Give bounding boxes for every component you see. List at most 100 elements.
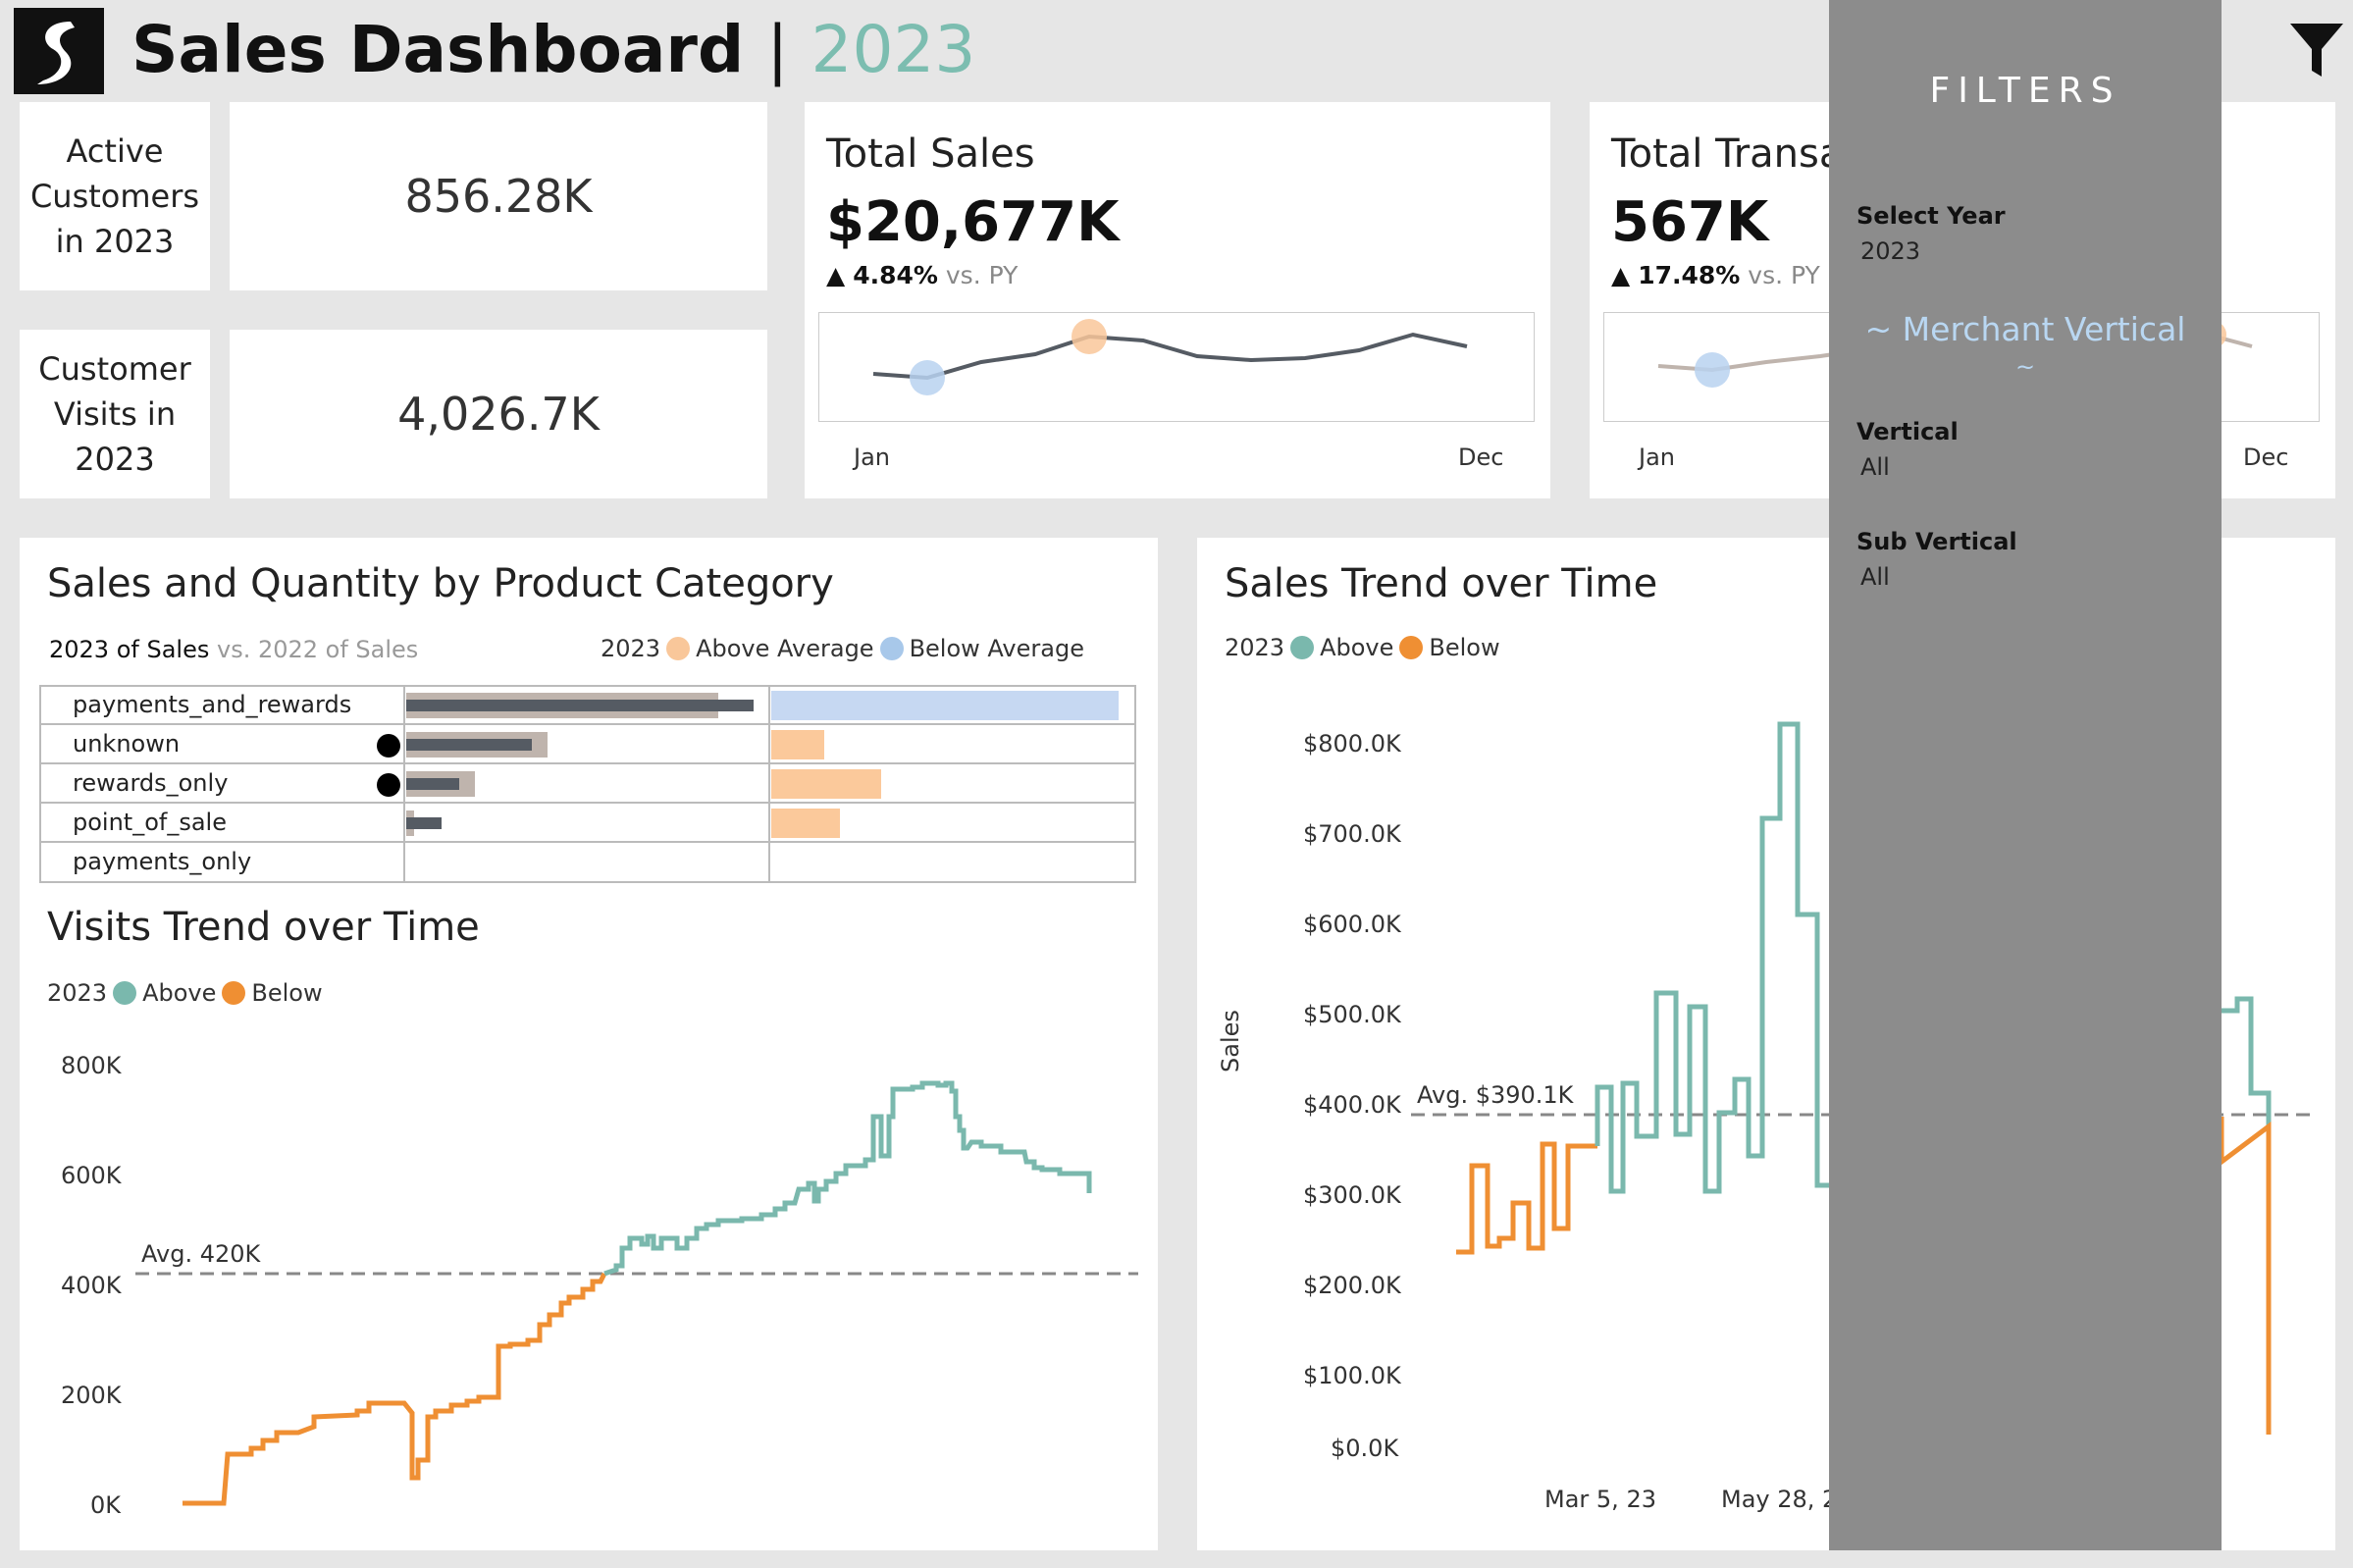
merchant-vertical-toggle-tilde[interactable]: ~ — [2014, 353, 2036, 381]
page-title: Sales Dashboard | 2023 — [131, 12, 975, 87]
category-bar-current — [406, 817, 442, 829]
sales-avg-label: Avg. $390.1K — [1417, 1081, 1574, 1109]
category-legend-left: 2023 of Sales vs. 2022 of Sales — [49, 636, 418, 663]
sales-y-tick: $800.0K — [1303, 730, 1401, 758]
active-customers-value: 856.28K — [404, 170, 593, 223]
legend-year: 2023 — [601, 635, 661, 662]
above-dot — [113, 981, 137, 1005]
title-text: Sales Dashboard — [131, 12, 745, 87]
below-dot — [222, 981, 246, 1005]
filters-panel: FILTERS Select Year 2023 ~ Merchant Vert… — [1829, 0, 2222, 1550]
above-average-dot — [666, 637, 691, 660]
category-bar-current — [406, 778, 459, 790]
active-customers-label-card: Active Customers in 2023 — [20, 102, 210, 290]
category-bar-current — [406, 700, 754, 711]
title-year: 2023 — [810, 12, 976, 87]
category-qty-bar — [771, 809, 840, 838]
below-average-dot — [879, 637, 904, 660]
active-customers-value-card: 856.28K — [230, 102, 767, 290]
sales-line-above — [1595, 721, 1829, 1194]
sales-trend-title: Sales Trend over Time — [1225, 561, 1658, 606]
below-dot — [1399, 636, 1424, 659]
kpi-label-line: Active — [66, 132, 164, 170]
legend-above: Above — [142, 979, 217, 1007]
vertical-label: Vertical — [1856, 418, 1959, 445]
legend-below: Below — [1429, 634, 1500, 661]
sales-y-tick: $700.0K — [1303, 820, 1401, 848]
total-transactions-title: Total Transa — [1611, 131, 1844, 177]
sub-vertical-label: Sub Vertical — [1856, 528, 2017, 555]
legend-sub: vs. 2022 of Sales — [217, 636, 419, 663]
visits-y-tick: 0K — [90, 1491, 122, 1519]
total-sales-value: $20,677K — [826, 190, 1120, 254]
category-qty-bar — [771, 691, 1119, 720]
sales-line-above-right — [2222, 996, 2272, 1126]
vertical-dropdown[interactable]: All — [1860, 453, 1890, 481]
visits-panel-title: Visits Trend over Time — [47, 905, 480, 950]
active-customers-label: Active Customers in 2023 — [20, 102, 210, 290]
sparkline-high-marker — [1072, 319, 1107, 354]
sparkline-x-end: Dec — [2243, 444, 2289, 471]
above-dot — [1290, 636, 1315, 659]
legend-above: Above — [1320, 634, 1394, 661]
sparkline-low-marker — [910, 360, 945, 395]
title-separator: | — [766, 12, 789, 87]
kpi-label-line: in 2023 — [55, 223, 175, 260]
category-panel-title: Sales and Quantity by Product Category — [47, 561, 834, 606]
select-year-label: Select Year — [1856, 202, 2006, 230]
visits-line-above — [603, 1080, 1092, 1277]
filters-header: FILTERS — [1929, 71, 2121, 111]
sales-y-tick: $200.0K — [1303, 1272, 1401, 1299]
sales-line-below-right — [2219, 1117, 2272, 1435]
visits-avg-label: Avg. 420K — [141, 1240, 261, 1268]
legend-below: Below Average — [909, 635, 1084, 662]
category-row-label: unknown — [73, 730, 181, 758]
sparkline-x-end: Dec — [1458, 444, 1504, 471]
category-flag-dot — [377, 734, 400, 758]
sub-vertical-dropdown[interactable]: All — [1860, 563, 1890, 591]
visits-y-tick: 600K — [61, 1162, 122, 1189]
delta-pct: 17.48% — [1638, 261, 1741, 289]
logo-icon — [14, 8, 104, 94]
category-table — [39, 685, 1136, 883]
delta-suffix: vs. PY — [1748, 261, 1820, 289]
category-row-label: payments_only — [73, 848, 252, 875]
total-sales-card: Total Sales $20,677K ▲ 4.84% vs. PY Jan … — [805, 102, 1550, 498]
sparkline-low-marker — [1695, 352, 1730, 388]
select-year-dropdown[interactable]: 2023 — [1860, 237, 1921, 265]
customer-visits-value-card: 4,026.7K — [230, 330, 767, 498]
kpi-label-line: Customers — [29, 178, 200, 215]
filter-icon[interactable] — [2288, 22, 2345, 80]
sales-x-tick: Mar 5, 23 — [1544, 1486, 1656, 1513]
category-visits-card: Sales and Quantity by Product Category 2… — [20, 538, 1158, 1550]
up-arrow-icon: ▲ — [1611, 261, 1631, 289]
visits-legend: 2023 Above Below — [47, 979, 323, 1007]
legend-main: 2023 of Sales — [49, 636, 210, 663]
category-qty-bar — [771, 769, 881, 799]
total-sales-delta: ▲ 4.84% vs. PY — [826, 261, 1018, 289]
category-flag-dot — [377, 773, 400, 797]
customer-visits-value: 4,026.7K — [397, 388, 600, 441]
sales-y-tick: $500.0K — [1303, 1001, 1401, 1028]
delta-suffix: vs. PY — [945, 261, 1019, 289]
sales-y-tick: $0.0K — [1331, 1435, 1399, 1462]
category-qty-bar — [771, 730, 824, 759]
kpi-label-line: 2023 — [75, 441, 155, 478]
visits-y-tick: 400K — [61, 1272, 122, 1299]
total-sales-sparkline — [818, 312, 1535, 422]
category-row-label: rewards_only — [73, 769, 229, 797]
total-sales-title: Total Sales — [826, 131, 1035, 177]
sales-y-tick: $300.0K — [1303, 1181, 1401, 1209]
sales-line-below — [1456, 1141, 1597, 1255]
merchant-vertical-toggle[interactable]: ~ Merchant Vertical — [1864, 310, 2186, 348]
category-bar-current — [406, 739, 532, 751]
total-transactions-delta: ▲ 17.48% vs. PY — [1611, 261, 1820, 289]
sales-y-axis-title: Sales — [1217, 1010, 1244, 1072]
legend-year: 2023 — [47, 979, 108, 1007]
kpi-label-line: Customer — [38, 350, 191, 388]
up-arrow-icon: ▲ — [826, 261, 846, 289]
sales-y-tick: $100.0K — [1303, 1362, 1401, 1389]
visits-y-tick: 800K — [61, 1052, 122, 1079]
customer-visits-label-card: Customer Visits in 2023 — [20, 330, 210, 498]
visits-line-below — [183, 1272, 607, 1506]
